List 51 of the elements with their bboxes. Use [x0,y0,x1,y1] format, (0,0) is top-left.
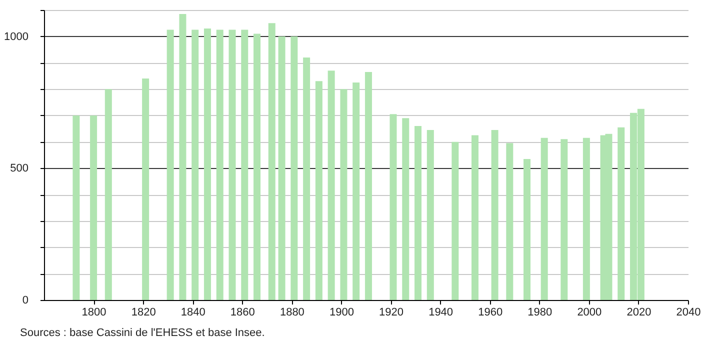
bar [254,34,261,300]
bar [142,78,150,300]
bar [582,138,590,300]
bar [228,30,236,300]
bar [560,139,568,300]
bar [390,114,397,300]
bar [278,36,286,300]
x-tick-label: 1880 [280,306,304,318]
bar [471,135,478,300]
x-tick-label: 1860 [230,306,255,318]
bar [352,82,360,300]
bar [303,57,310,300]
x-tick-label: 1840 [180,306,206,318]
bar [315,81,322,300]
bar [268,23,276,300]
y-tick-label: 500 [10,162,28,175]
bar [340,89,348,300]
x-tick-label: 1820 [131,306,156,318]
bar [216,30,224,300]
bar [192,30,199,300]
bar [204,28,211,300]
bar [90,115,98,300]
bar [166,30,174,300]
x-tick-label: 1980 [528,306,552,318]
bar [618,127,625,300]
bar [524,158,530,300]
bar [241,30,248,300]
bar [104,89,112,300]
bar [179,14,186,300]
bar [452,142,459,300]
x-tick-label: 2020 [626,306,652,318]
x-tick-label: 1940 [428,306,454,318]
bar [72,115,80,300]
x-tick-label: 1900 [329,306,354,318]
bar [540,138,548,300]
y-tick-label: 1000 [4,30,28,43]
bar [290,36,298,300]
y-tick-label: 0 [22,294,28,306]
bar [328,70,335,300]
x-tick-label: 2000 [577,306,602,318]
x-tick-label: 1800 [82,306,106,318]
bar [364,72,372,300]
bar [414,126,422,300]
x-tick-label: 1920 [379,306,404,318]
bar [506,143,514,300]
source-note: Sources : base Cassini de l'EHESS et base Insee. [20,327,265,339]
x-tick-label: 1960 [478,306,503,318]
bar [491,130,498,300]
bar [426,130,434,300]
bar [402,118,410,300]
x-tick-label: 2040 [676,306,701,318]
